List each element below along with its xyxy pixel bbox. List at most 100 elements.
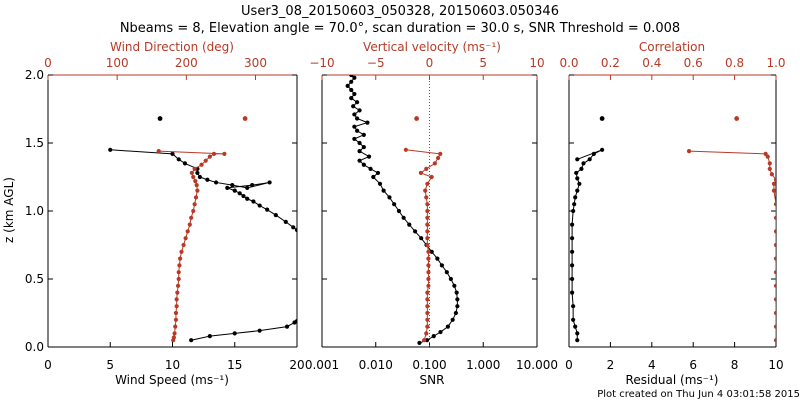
wind_direction-point (195, 188, 200, 193)
snr-point (349, 79, 354, 84)
snr-top-tick-label: −10 (309, 56, 334, 70)
wind-top-tick-label: 200 (175, 56, 198, 70)
wind_speed-point (294, 319, 297, 324)
snr-point (349, 87, 354, 93)
fit-top-tick-label: 0.6 (684, 56, 703, 70)
snr-point (419, 236, 424, 241)
snr-point (401, 215, 406, 220)
wind_direction-point (199, 162, 204, 167)
vertical_velocity-point (424, 195, 429, 200)
wind_direction-point (193, 178, 198, 184)
fit-panel: Residual (ms⁻¹) Correlation 0 2 4 6 8 10 0.0 0.… (559, 40, 785, 387)
snr-point (357, 149, 362, 154)
correlation-point (767, 166, 772, 171)
correlation-point (773, 229, 776, 234)
wind_direction-point (181, 242, 186, 248)
wind_speed-point (108, 147, 113, 152)
fit-bottom-tick-label: 6 (689, 358, 697, 372)
correlation-point (773, 297, 776, 302)
snr-point (413, 229, 418, 234)
correlation-point (763, 151, 768, 156)
vertical_velocity-point (418, 170, 423, 176)
snr-line (346, 75, 458, 344)
residual-point (575, 188, 580, 193)
wind_speed-point (205, 177, 210, 182)
snr-top-tick-label: 0 (426, 56, 434, 70)
wind_direction-point (207, 154, 212, 159)
snr-point (438, 329, 443, 335)
residual-point (574, 170, 579, 176)
residual-point (575, 331, 580, 336)
wind_direction-point (174, 304, 179, 309)
wind_direction-isolated-point (242, 116, 248, 121)
vertical-velocity-axis-title: Vertical velocity (ms⁻¹) (363, 40, 501, 54)
snr-point (431, 334, 436, 339)
snr-point (361, 144, 366, 150)
vertical_velocity-point (425, 297, 430, 302)
wind-y-tick-label: 2.0 (25, 68, 44, 82)
vertical_velocity-point (425, 290, 430, 295)
vertical_velocity-point (425, 324, 430, 329)
residual-point (587, 157, 592, 162)
wind_direction-point (173, 310, 179, 316)
wind_speed-point (195, 170, 200, 176)
wind_direction-point (173, 317, 179, 322)
snr-point (352, 124, 357, 129)
fit-top-tick-label: 0.2 (601, 56, 620, 70)
wind_speed-point (265, 207, 270, 212)
correlation-point (773, 310, 776, 316)
snr-point (349, 96, 354, 101)
residual-point (572, 202, 577, 207)
vertical_velocity-point (426, 256, 431, 261)
vertical_velocity-point (403, 147, 408, 152)
snr-bottom-tick-label: 0.010 (359, 358, 393, 372)
vertical_velocity-point (426, 249, 431, 254)
wind_speed-point (291, 225, 296, 230)
wind_speed-isolated-point (157, 116, 163, 121)
wind_speed-point (257, 203, 262, 208)
wind_direction-point (203, 158, 208, 163)
wind_speed-point (197, 174, 202, 180)
correlation-axis-title: Correlation (639, 40, 705, 54)
wind_direction-point (172, 331, 177, 336)
snr-point (417, 340, 422, 346)
wind_speed-point (245, 196, 250, 201)
wind_direction-line (158, 150, 225, 341)
vertical_velocity-point (423, 188, 428, 193)
snr-bottom-tick-label: 10.000 (516, 358, 558, 372)
wind_speed-point (170, 151, 175, 156)
vertical_velocity-point (425, 222, 430, 227)
fit-top-tick-label: 0.8 (725, 56, 744, 70)
footer-timestamp: Plot created on Thu Jun 4 03:01:58 2015 (597, 389, 800, 400)
fit-top-tick-label: 0.4 (642, 56, 661, 70)
vertical_velocity-point (425, 236, 430, 241)
wind-bottom-tick-label: 0 (44, 358, 52, 372)
wind_direction-point (192, 202, 197, 207)
wind_speed-point (251, 199, 256, 204)
residual-point (575, 157, 580, 162)
snr-axis-title: SNR (420, 373, 445, 387)
wind_direction-point (171, 335, 176, 340)
snr-point (357, 108, 362, 113)
snr-point (352, 136, 357, 142)
correlation-point (771, 188, 776, 193)
wind_direction-point (222, 151, 227, 156)
vertical_velocity-point (425, 229, 430, 234)
snr-point (352, 75, 357, 80)
wind_direction-point (191, 208, 196, 214)
wind_direction-point (175, 283, 181, 288)
correlation-point (767, 161, 772, 166)
vertical_velocity-point (425, 242, 430, 248)
snr-point (387, 195, 392, 200)
correlation-point (773, 283, 776, 288)
snr-point (445, 324, 451, 329)
residual-point (577, 181, 582, 186)
residual-point (591, 151, 596, 156)
wind_direction-point (173, 324, 178, 329)
correlation-point (773, 242, 776, 248)
vertical_velocity-point (426, 276, 431, 282)
snr-point (345, 83, 350, 88)
wind_direction-point (156, 149, 161, 154)
wind_speed-point (176, 157, 181, 162)
snr-point (368, 166, 373, 171)
